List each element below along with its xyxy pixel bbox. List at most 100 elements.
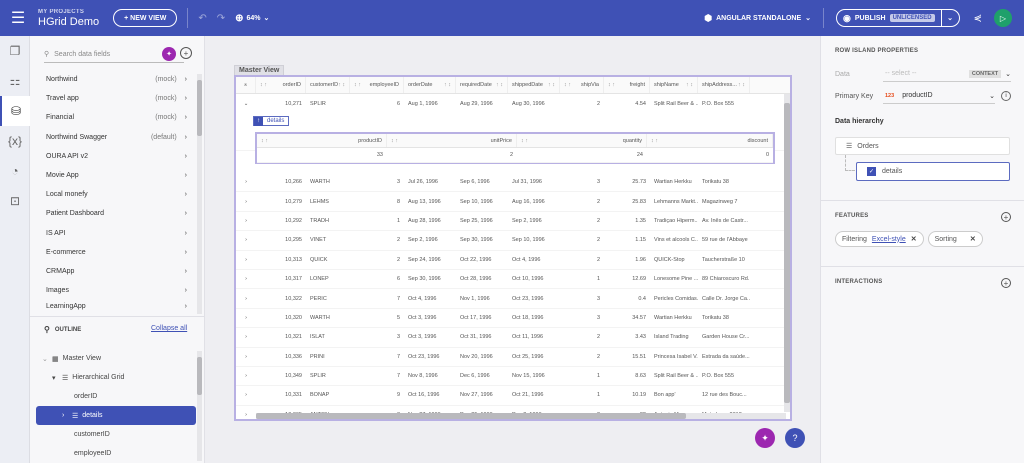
menu-icon[interactable]: ☰: [10, 10, 26, 27]
expand-row-icon[interactable]: ›: [245, 373, 247, 380]
outline-scrollbar[interactable]: [197, 351, 202, 461]
child-grid-details[interactable]: ↕ ↑ productID ↕ ↑ unitPrice ↕ ↑ quantity ↕ …: [255, 132, 775, 164]
grid-vertical-scroll-thumb[interactable]: [784, 103, 790, 403]
context-badge[interactable]: CONTEXT: [968, 69, 1002, 78]
table-row[interactable]: › 10,331 BONAP 9 Oct 16, 1996 Nov 27, 1996 Oct…: [236, 386, 790, 406]
expand-row-icon[interactable]: ›: [245, 334, 247, 341]
chevron-right-icon[interactable]: ›: [62, 412, 65, 419]
new-view-button[interactable]: + NEW VIEW: [113, 9, 178, 27]
move-up-icon[interactable]: ↑: [254, 116, 263, 126]
tree-node-details[interactable]: › ☰ details: [36, 406, 196, 425]
add-data-source-button[interactable]: +: [180, 47, 192, 59]
hierarchical-grid[interactable]: ⌅ ↕ ↑ orderID customerID ↑ ↕ ↕ ↑ employeeID…: [234, 75, 792, 421]
ai-assist-button[interactable]: ✦: [162, 47, 176, 61]
column-header-shipname[interactable]: shipName ↑ ↕: [650, 77, 698, 93]
sorting-chip[interactable]: Sorting ✕: [927, 231, 983, 247]
tree-node-orderid[interactable]: orderID: [74, 393, 98, 400]
info-icon[interactable]: i: [1001, 91, 1011, 101]
table-row[interactable]: › 10,336 PRINI 7 Oct 23, 1996 Nov 20, 1996 Oct…: [236, 348, 790, 367]
data-source-item[interactable]: Northwind Swagger (default) ›: [46, 133, 187, 141]
table-row[interactable]: › 10,321 ISLAT 3 Oct 3, 1996 Oct 31, 1996 Oct …: [236, 328, 790, 348]
data-source-item[interactable]: Travel app (mock) ›: [46, 95, 187, 103]
column-header-orderdate[interactable]: orderDate ↑ ↕: [404, 77, 456, 93]
grid-horizontal-scroll-thumb[interactable]: [256, 413, 686, 419]
views-icon[interactable]: ❐: [9, 44, 21, 58]
search-icon[interactable]: ⚲: [44, 325, 50, 334]
column-header-unitprice[interactable]: ↕ ↑ unitPrice: [387, 134, 517, 147]
chevron-down-icon[interactable]: ▾: [52, 374, 56, 382]
framework-dropdown[interactable]: ⬢ ANGULAR STANDALONE ⌄: [704, 13, 811, 24]
zoom-dropdown[interactable]: ⊕ 64% ⌄: [235, 13, 269, 24]
expand-row-icon[interactable]: ›: [245, 276, 247, 283]
column-header-shipaddress[interactable]: shipAddress... ↑ ↕: [698, 77, 750, 93]
column-header-quantity[interactable]: ↕ ↑ quantity: [517, 134, 647, 147]
chevron-down-icon[interactable]: ⌄: [42, 355, 48, 363]
table-row[interactable]: › 10,279 LEHMS 8 Aug 13, 1996 Sep 10, 1996 Aug…: [236, 192, 790, 212]
tree-node-customerid[interactable]: customerID: [74, 431, 110, 438]
details-row-island-tag[interactable]: ↑ details: [253, 116, 290, 126]
tree-node-master-view[interactable]: ⌄ ▦ Master View: [42, 355, 102, 363]
remove-icon[interactable]: ✕: [910, 236, 917, 243]
expand-row-icon[interactable]: ›: [245, 198, 247, 205]
expand-row-icon[interactable]: ›: [245, 237, 247, 244]
tree-node-employeeid[interactable]: employeeID: [74, 450, 112, 457]
data-source-item[interactable]: Northwind (mock) ›: [46, 76, 187, 84]
expand-row-icon[interactable]: ›: [245, 411, 247, 418]
data-source-item[interactable]: E-commerce ›: [46, 248, 187, 256]
column-header-shippeddate[interactable]: shippedDate ↑ ↕: [508, 77, 560, 93]
components-icon[interactable]: ⚏: [9, 74, 21, 88]
table-row[interactable]: › 10,320 WARTH 5 Oct 3, 1996 Oct 17, 1996 Oct …: [236, 309, 790, 329]
add-feature-button[interactable]: +: [1001, 212, 1011, 222]
data-source-item[interactable]: Financial (mock) ›: [46, 114, 187, 122]
outline-scroll-thumb[interactable]: [197, 357, 202, 395]
expand-row-icon[interactable]: ›: [245, 392, 247, 399]
data-source-item[interactable]: OURA API v2 ›: [46, 152, 187, 160]
tree-node-hierarchical-grid[interactable]: ▾ ☰ Hierarchical Grid: [52, 374, 125, 382]
table-row[interactable]: › 10,295 VINET 2 Sep 2, 1996 Sep 30, 1996 Sep …: [236, 231, 790, 251]
collapse-row-icon[interactable]: ⌄: [243, 100, 249, 107]
data-list-scrollbar[interactable]: [197, 74, 202, 314]
column-header-freight[interactable]: ↕ ↑ freight: [604, 77, 650, 93]
publish-dropdown-chevron-icon[interactable]: ⌄: [940, 10, 959, 26]
column-header-customerid[interactable]: customerID ↑ ↕: [306, 77, 350, 93]
column-header-requireddate[interactable]: requiredDate ↑ ↕: [456, 77, 508, 93]
child-table-row[interactable]: 33 2 24 0: [257, 148, 773, 163]
search-data-fields-input[interactable]: ⚲ Search data fields: [44, 46, 184, 63]
table-row[interactable]: › 10,292 TRADH 1 Aug 28, 1996 Sep 25, 1996 Sep…: [236, 212, 790, 232]
data-source-item[interactable]: Movie App ›: [46, 172, 187, 180]
assets-icon[interactable]: ⊡: [9, 194, 21, 208]
table-row[interactable]: › 10,266 WARTH 3 Jul 26, 1996 Sep 6, 1996 Jul …: [236, 173, 790, 193]
help-button[interactable]: ?: [785, 428, 805, 448]
column-header-shipvia[interactable]: ↕ ↑ shipVia: [560, 77, 604, 93]
data-source-item[interactable]: CRMApp ›: [46, 267, 187, 275]
hierarchy-node-orders[interactable]: ☰ Orders: [835, 137, 1010, 155]
data-source-item[interactable]: IS API ›: [46, 229, 187, 237]
expand-row-icon[interactable]: ›: [245, 217, 247, 224]
add-interaction-button[interactable]: +: [1001, 278, 1011, 288]
redo-icon[interactable]: ↷: [216, 12, 226, 24]
data-source-item[interactable]: LearningApp ›: [46, 302, 187, 310]
table-row[interactable]: › 10,322 PERIC 7 Oct 4, 1996 Nov 1, 1996 Oct 2…: [236, 289, 790, 309]
column-header-discount[interactable]: ↕ ↑ discount: [647, 134, 773, 147]
expand-row-icon[interactable]: ›: [245, 314, 247, 321]
table-row[interactable]: › 10,349 SPLIR 7 Nov 8, 1996 Dec 6, 1996 Nov 1…: [236, 367, 790, 387]
data-list-scroll-thumb[interactable]: [197, 80, 202, 136]
data-source-item[interactable]: Images ›: [46, 287, 187, 295]
data-source-item[interactable]: Patient Dashboard ›: [46, 210, 187, 218]
table-row[interactable]: › 10,317 LONEP 6 Sep 30, 1996 Oct 28, 1996 Oct…: [236, 270, 790, 290]
filter-mode-link[interactable]: Excel-style: [871, 235, 906, 243]
remove-icon[interactable]: ✕: [969, 236, 976, 243]
data-sources-icon[interactable]: ⛁: [0, 96, 30, 126]
column-header-employeeid[interactable]: ↕ ↑ employeeID: [350, 77, 404, 93]
data-source-item[interactable]: Local monefy ›: [46, 191, 187, 199]
project-info[interactable]: MY PROJECTS HGrid Demo: [38, 9, 99, 28]
share-icon[interactable]: ⋞: [973, 12, 982, 24]
primary-key-select[interactable]: 123 productID ⌄: [883, 88, 995, 104]
theme-palette-icon[interactable]: ◔: [11, 164, 19, 178]
hierarchy-node-details[interactable]: ✓ details: [856, 162, 1010, 181]
collapse-all-link[interactable]: Collapse all: [151, 325, 188, 332]
checkbox-checked-icon[interactable]: ✓: [867, 167, 876, 176]
publish-button[interactable]: ◉ PUBLISH UNLICENSED ⌄: [836, 9, 960, 27]
expand-row-icon[interactable]: ›: [245, 295, 247, 302]
variables-icon[interactable]: {x}: [7, 134, 22, 148]
